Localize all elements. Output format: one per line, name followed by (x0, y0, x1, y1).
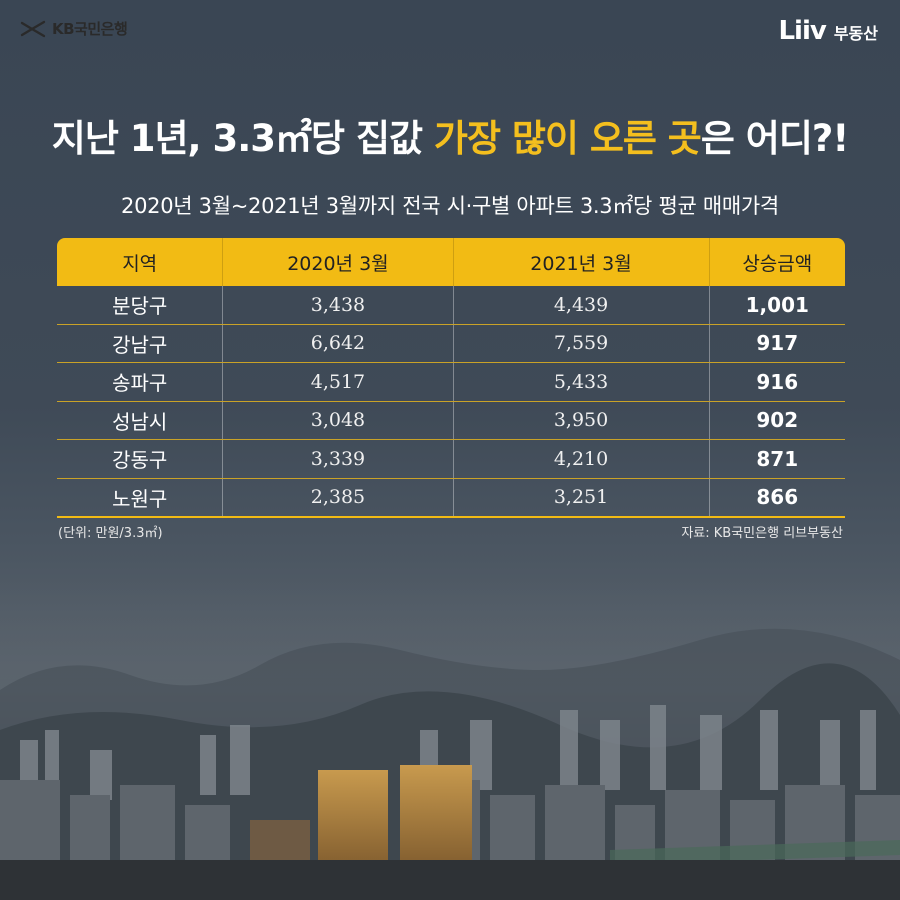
cell-2021: 4,210 (454, 440, 710, 478)
cell-2021: 7,559 (454, 324, 710, 362)
headline: 지난 1년, 3.3㎡당 집값 가장 많이 오른 곳은 어디?! (0, 108, 900, 162)
cell-2021: 5,433 (454, 363, 710, 401)
header-2020: 2020년 3월 (223, 238, 454, 286)
cell-increase: 866 (756, 485, 799, 510)
cell-2020: 3,048 (223, 401, 454, 439)
cell-2021: 3,251 (454, 478, 710, 516)
cell-increase: 916 (756, 369, 799, 394)
cell-region: 강남구 (57, 324, 224, 362)
cell-region: 강동구 (57, 440, 224, 478)
cell-2020: 3,339 (223, 440, 454, 478)
kb-bank-logo: KB국민은행 (20, 18, 128, 39)
source-note: 자료: KB국민은행 리브부동산 (681, 526, 843, 541)
cell-increase: 1,001 (745, 292, 809, 317)
kb-logo-text: KB국민은행 (52, 20, 128, 38)
table-row: 강남구 6,642 7,559 917 (57, 324, 845, 363)
table-row: 노원구 2,385 3,251 866 (57, 478, 845, 518)
top-bar: KB국민은행 Liiv 부동산 (0, 0, 900, 60)
cell-2021: 4,439 (454, 286, 710, 324)
liiv-logo-mark: Liiv (778, 16, 826, 46)
cell-2020: 2,385 (223, 478, 454, 516)
cell-region: 송파구 (57, 363, 224, 401)
headline-part2: 은 어디?! (700, 117, 849, 160)
cell-2021: 3,950 (454, 401, 710, 439)
price-table: 지역 2020년 3월 2021년 3월 상승금액 분당구 3,438 4,43… (57, 238, 845, 518)
table-row: 성남시 3,048 3,950 902 (57, 401, 845, 440)
cell-increase: 871 (756, 446, 799, 471)
kb-star-icon (20, 20, 46, 37)
subtitle: 2020년 3월~2021년 3월까지 전국 시·구별 아파트 3.3㎡당 평균… (121, 194, 779, 218)
cell-region: 성남시 (57, 401, 224, 439)
city-skyline-background (0, 580, 900, 900)
unit-note: (단위: 만원/3.3㎡) (58, 526, 163, 541)
headline-part1: 지난 1년, 3.3㎡당 집값 (51, 117, 434, 160)
table-row: 송파구 4,517 5,433 916 (57, 363, 845, 402)
liiv-logo-text: 부동산 (833, 24, 878, 43)
cell-region: 분당구 (57, 286, 224, 324)
table-row: 강동구 3,339 4,210 871 (57, 440, 845, 479)
header-region: 지역 (57, 238, 224, 286)
table-row: 분당구 3,438 4,439 1,001 (57, 286, 845, 325)
liiv-logo: Liiv 부동산 (778, 16, 878, 46)
header-2021: 2021년 3월 (454, 238, 710, 286)
table-header: 지역 2020년 3월 2021년 3월 상승금액 (57, 238, 845, 286)
cell-increase: 902 (756, 408, 799, 433)
cell-2020: 3,438 (223, 286, 454, 324)
cell-region: 노원구 (57, 478, 224, 516)
cell-2020: 6,642 (223, 324, 454, 362)
cell-2020: 4,517 (223, 363, 454, 401)
headline-highlight: 가장 많이 오른 곳 (433, 117, 702, 160)
header-increase: 상승금액 (742, 252, 813, 275)
cell-increase: 917 (756, 331, 799, 356)
